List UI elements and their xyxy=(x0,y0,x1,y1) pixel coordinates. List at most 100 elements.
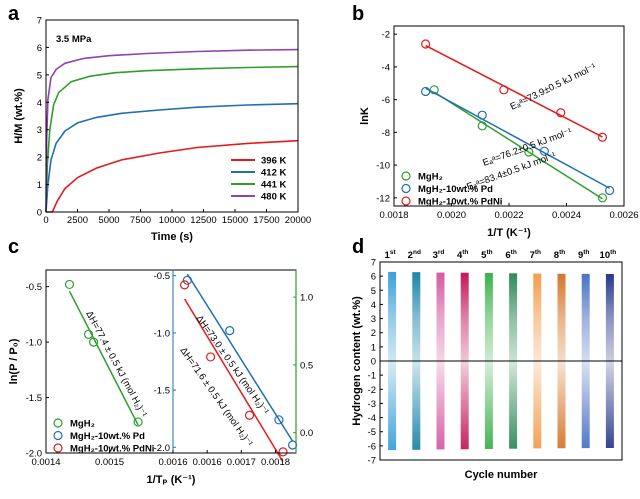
c-right-point xyxy=(274,415,284,425)
c-right-point xyxy=(225,326,235,336)
c-legend-label: MgH₂ xyxy=(70,419,95,430)
b-legend-label: MgH₂ xyxy=(418,172,443,183)
b-legend-marker xyxy=(401,183,411,194)
c-fit-annotation: ΔH=77.4 ± 0.5 kJ (mol H₂)⁻¹ xyxy=(83,309,148,419)
c-legend-label: MgH₂-10wt.% PdNi xyxy=(70,444,154,455)
d-bar-desorption xyxy=(388,361,397,451)
b-point xyxy=(477,110,487,120)
d-ytick-label: 3 xyxy=(371,314,376,325)
d-bar-desorption xyxy=(605,361,614,448)
d-ytick-label: -3 xyxy=(368,399,376,410)
b-legend-label: MgH₂-10wt.% PdNi xyxy=(418,197,502,208)
d-bar-absorption xyxy=(605,274,614,361)
d-category-label: 2nd xyxy=(408,249,421,261)
a-series-line-2 xyxy=(45,65,299,213)
c-mid-ytick-label: -2.0 xyxy=(154,443,170,454)
a-legend-label: 412 K xyxy=(261,168,286,179)
d-ytick-label: -5 xyxy=(368,427,376,438)
d-ylabel: Hydrogen content (wt.%) xyxy=(351,296,363,426)
d-category-label: 8th xyxy=(554,249,565,261)
d-bar-absorption xyxy=(412,272,421,361)
c-ytick-label: -1.0 xyxy=(26,338,42,349)
c-right-point xyxy=(244,410,255,420)
a-legend-label: 396 K xyxy=(261,156,286,167)
d-bar-desorption xyxy=(509,361,518,449)
b-legend-label: MgH₂-10wt.% Pd xyxy=(418,184,493,195)
d-bar-absorption xyxy=(509,273,518,361)
d-bar-absorption xyxy=(581,273,590,361)
d-category-label: 9th xyxy=(578,249,589,261)
d-ytick-label: 0 xyxy=(371,357,376,368)
d-bar-desorption xyxy=(436,361,445,450)
b-ytick-label: -2 xyxy=(382,30,390,41)
c-ytick-label: -1.5 xyxy=(26,393,42,404)
a-ytick-label: 6 xyxy=(37,43,42,54)
a-ytick-label: 2 xyxy=(37,153,42,164)
d-ytick-label: -1 xyxy=(368,371,376,382)
c-xtick-label: 0.0014 xyxy=(31,457,60,468)
b-xtick-label: 0.0024 xyxy=(552,210,581,221)
d-bar-desorption xyxy=(460,361,469,450)
b-fit-line-2 xyxy=(425,44,603,138)
a-series-line-1 xyxy=(45,102,299,213)
a-xtick-label: 12500 xyxy=(190,215,216,226)
b-point xyxy=(597,193,608,203)
c-y2tick-label: 1.0 xyxy=(300,293,313,304)
panel-a: 0 2500 5000 7500 10000 12500 15000 17500 20000 0 1… xyxy=(13,16,311,244)
c-xtick-label: 0.0016 xyxy=(158,457,187,468)
a-ytick-label: 5 xyxy=(37,70,42,81)
b-ytick-label: -12 xyxy=(376,193,390,204)
panel-label-c: c xyxy=(8,236,19,258)
c-mid-ytick-label: -1.0 xyxy=(154,328,170,339)
c-mid-ytick-label: -0.5 xyxy=(154,271,170,282)
a-annotation: 3.5 MPa xyxy=(56,34,92,45)
c-ytick-label: -2.0 xyxy=(26,449,42,460)
d-ytick-label: 2 xyxy=(371,328,376,339)
c-fit-annotation: ΔH=71.6 ± 0.5 kJ (mol H₂)⁻¹ xyxy=(178,345,255,449)
d-bar-desorption xyxy=(412,361,421,450)
c-xtick-label: 0.0016 xyxy=(193,457,222,468)
d-xlabel: Cycle number xyxy=(465,469,538,481)
c-right-point xyxy=(287,440,298,450)
b-point xyxy=(539,146,549,156)
d-bar-absorption xyxy=(557,273,566,361)
d-category-label: 3rd xyxy=(433,249,445,261)
a-xtick-label: 0 xyxy=(43,215,48,226)
d-ytick-label: -6 xyxy=(368,441,376,452)
a-xtick-label: 2500 xyxy=(67,215,88,226)
c-legend-marker xyxy=(53,430,63,441)
b-point xyxy=(597,132,608,142)
b-ylabel: lnK xyxy=(359,107,371,125)
panel-b: 0.0018 0.0020 0.0022 0.0024 0.0026 -2 -4 -6 -8 -1… xyxy=(359,25,639,239)
d-bar-desorption xyxy=(533,361,542,449)
b-xtick-label: 0.0026 xyxy=(609,210,638,221)
b-legend-marker xyxy=(401,171,411,181)
d-category-label: 1st xyxy=(385,249,397,261)
a-legend-label: 441 K xyxy=(261,180,286,191)
a-ytick-label: 0 xyxy=(37,208,42,219)
d-ytick-label: 7 xyxy=(371,258,376,269)
a-legend-label: 480 K xyxy=(261,192,286,203)
d-bar-absorption xyxy=(484,273,493,361)
a-xtick-label: 17500 xyxy=(253,215,279,226)
d-ytick-label: -2 xyxy=(368,385,376,396)
d-category-label: 10th xyxy=(600,249,617,261)
b-xtick-label: 0.0018 xyxy=(379,210,408,221)
c-y2tick-label: 0.5 xyxy=(300,360,313,371)
c-mid-ytick-label: -1.5 xyxy=(154,386,170,397)
d-ytick-label: 6 xyxy=(371,272,376,283)
a-ytick-label: 7 xyxy=(37,16,42,27)
c-right-point xyxy=(180,280,190,290)
c-xtick-label: 0.0017 xyxy=(227,457,256,468)
a-series-line-0 xyxy=(46,139,299,213)
c-legend-marker xyxy=(53,418,63,428)
b-legend-marker xyxy=(401,196,411,206)
d-ytick-label: 1 xyxy=(371,342,376,353)
d-ytick-label: -4 xyxy=(368,413,376,424)
c-left-point xyxy=(89,337,99,347)
panel-c: 0.0014 0.0015 0.0016 0.0016 0.0017 0.0018 -0.5… xyxy=(8,269,313,486)
c-right-point xyxy=(182,275,192,285)
d-ytick-label: -7 xyxy=(368,456,376,467)
b-xlabel: 1/T (K⁻¹) xyxy=(487,227,531,239)
